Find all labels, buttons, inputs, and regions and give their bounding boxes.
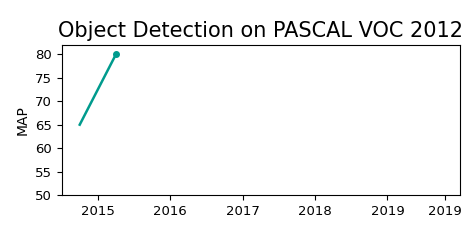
Y-axis label: MAP: MAP <box>15 105 29 135</box>
Title: Object Detection on PASCAL VOC 2012: Object Detection on PASCAL VOC 2012 <box>58 21 463 41</box>
